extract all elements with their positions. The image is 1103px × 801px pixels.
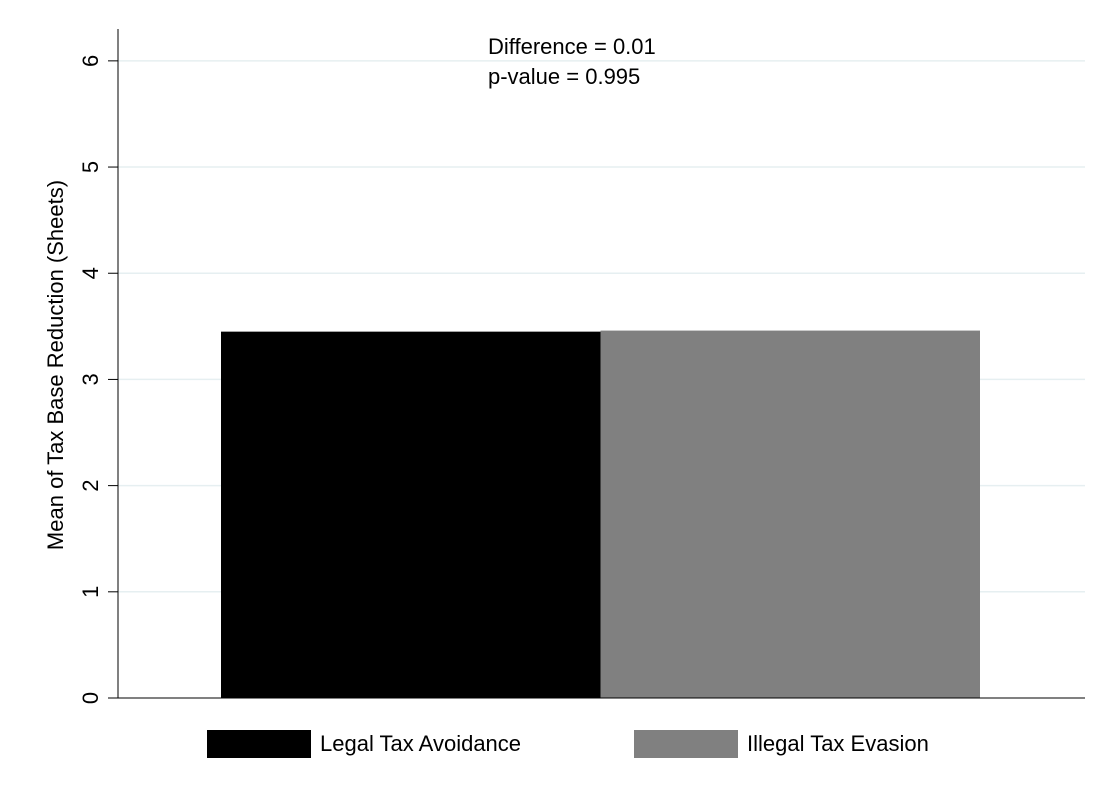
annotation: p-value = 0.995 [488, 64, 640, 89]
y-tick-label: 4 [78, 267, 103, 279]
y-tick-label: 5 [78, 161, 103, 173]
y-tick-label: 1 [78, 586, 103, 598]
legend-swatch [207, 730, 311, 758]
legend-swatch [634, 730, 738, 758]
bar [221, 331, 601, 698]
y-tick-label: 6 [78, 55, 103, 67]
y-tick-label: 2 [78, 479, 103, 491]
legend-label: Legal Tax Avoidance [320, 731, 521, 756]
y-tick-label: 0 [78, 692, 103, 704]
bar [600, 330, 980, 698]
y-tick-label: 3 [78, 373, 103, 385]
y-axis-label: Mean of Tax Base Reduction (Sheets) [43, 180, 68, 550]
legend-label: Illegal Tax Evasion [747, 731, 929, 756]
annotation: Difference = 0.01 [488, 34, 656, 59]
